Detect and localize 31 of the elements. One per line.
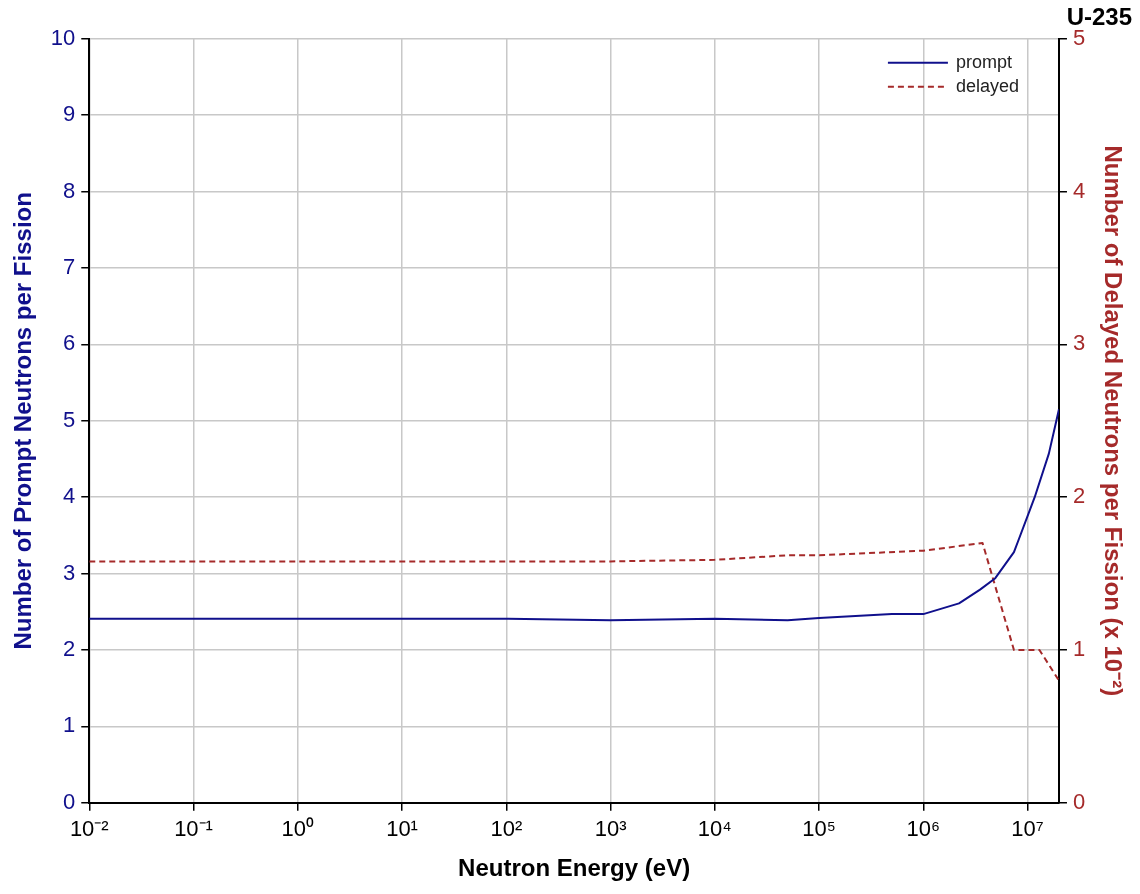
y-tick-label: 6 [63,330,76,356]
x-tick-label: 10⁷ [1011,816,1044,842]
y-tick-label: 8 [63,177,76,203]
y-tick-label: 2 [63,636,76,662]
x-axis-title: Neutron Energy (eV) [458,854,691,882]
x-tick-label: 10⁴ [697,816,732,842]
y-tick-label: 9 [63,101,76,127]
x-tick-label: 10⁰ [281,816,315,842]
y-tick-label: 0 [63,788,76,814]
y2-tick-label: 1 [1072,636,1086,662]
x-tick-label: 10² [490,816,523,842]
y-tick-label: 10 [50,24,76,50]
y2-tick-label: 3 [1072,330,1086,356]
x-tick-label: 10⁵ [802,816,836,842]
x-tick-label: 10⁻¹ [174,816,213,842]
legend-label: delayed [955,75,1019,96]
x-tick-label: 10⁶ [906,816,941,842]
x-tick-label: 10¹ [386,816,418,842]
y-axis-title: Number of Prompt Neutrons per Fission [9,192,37,650]
x-tick-label: 10³ [594,816,627,842]
legend-label: prompt [955,51,1012,72]
y2-axis-title: Number of Delayed Neutrons per Fission (x 10⁻²) [1099,145,1127,697]
y-tick-label: 5 [63,406,76,432]
x-tick-label: 10⁻² [69,816,109,842]
y-tick-label: 1 [63,712,76,738]
y2-tick-label: 0 [1072,788,1086,814]
y2-tick-label: 2 [1072,483,1086,509]
y2-tick-label: 4 [1072,177,1086,203]
y-tick-label: 7 [63,254,76,280]
y-tick-label: 4 [63,483,76,509]
y-tick-label: 3 [63,559,76,585]
